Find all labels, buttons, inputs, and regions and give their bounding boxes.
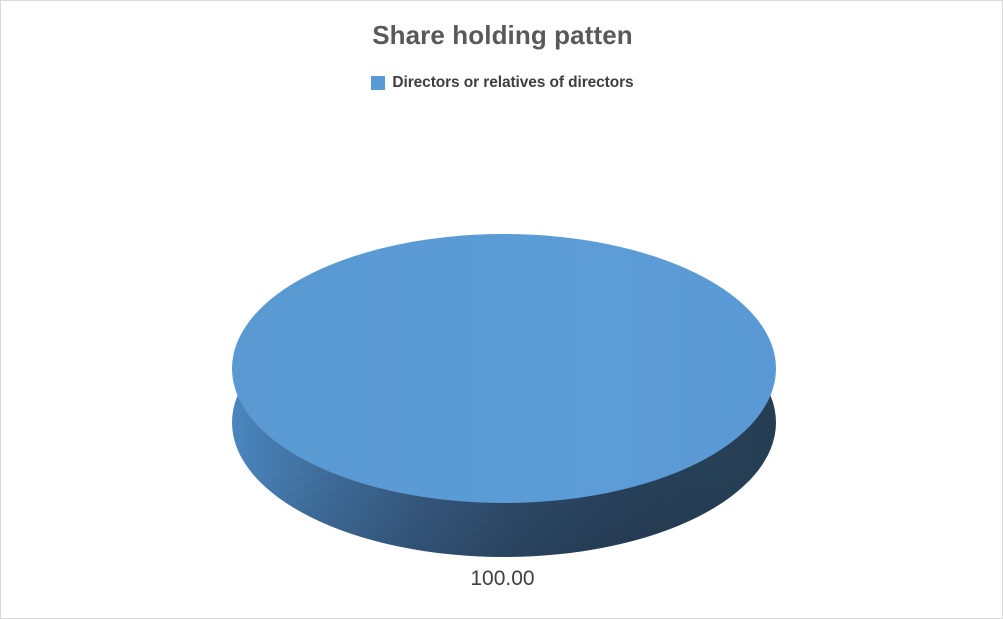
chart-title: Share holding patten [372, 20, 633, 50]
pie-chart-3d [232, 234, 776, 557]
legend-item-label: Directors or relatives of directors [392, 74, 634, 91]
legend-item-directors[interactable]: Directors or relatives of directors [371, 74, 634, 92]
chart-legend: Directors or relatives of directors [1, 74, 1002, 92]
pie-slice-directors[interactable] [232, 234, 776, 503]
legend-swatch-icon [371, 76, 386, 90]
pie-slice-data-label: 100.00 [470, 567, 535, 590]
